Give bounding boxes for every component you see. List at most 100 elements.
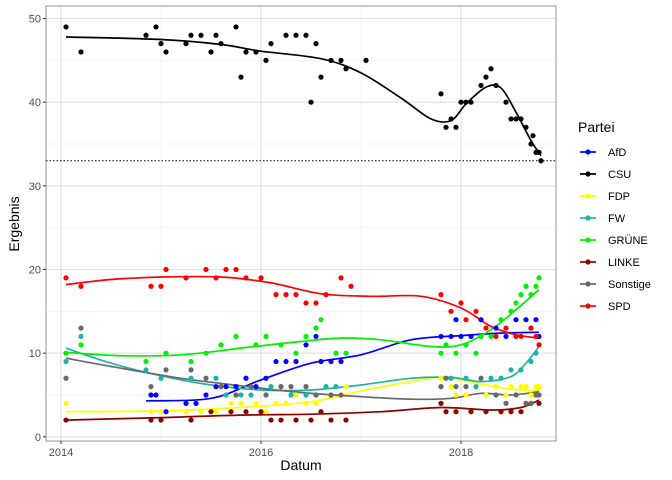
point-fdp xyxy=(293,392,299,398)
point-sonstige xyxy=(493,392,499,398)
point-spd xyxy=(493,333,499,340)
point-linke xyxy=(318,409,324,415)
point-linke xyxy=(536,400,542,406)
point-afd xyxy=(513,317,519,323)
point-afd xyxy=(213,384,219,390)
point-csu xyxy=(218,41,224,47)
y-axis-title: Ergebnis xyxy=(6,196,22,251)
point-csu xyxy=(493,82,499,89)
point-fdp xyxy=(483,392,489,398)
point-fdp xyxy=(518,384,524,390)
point-linke xyxy=(148,417,154,423)
point-fw xyxy=(268,384,274,390)
point-csu xyxy=(443,124,449,130)
point-afd xyxy=(533,317,539,323)
point-fw xyxy=(508,367,514,373)
point-spd xyxy=(63,275,69,281)
point-fw xyxy=(213,375,219,381)
point-fdp xyxy=(213,409,219,415)
point-csu xyxy=(233,24,239,30)
point-afd xyxy=(253,384,259,390)
point-fw xyxy=(333,384,339,390)
point-fdp xyxy=(523,384,529,390)
point-afd xyxy=(163,409,169,415)
point-csu xyxy=(253,49,259,55)
point-spd xyxy=(313,300,319,306)
point-sonstige xyxy=(148,384,154,390)
point-afd xyxy=(203,392,209,398)
point-spd xyxy=(448,308,454,314)
point-gruene xyxy=(218,342,224,348)
point-linke xyxy=(438,400,444,406)
point-gruene xyxy=(253,342,259,348)
point-fdp xyxy=(238,400,244,406)
point-afd xyxy=(243,375,249,381)
point-spd xyxy=(438,292,444,298)
point-linke xyxy=(293,417,299,423)
point-afd xyxy=(283,358,289,365)
point-linke xyxy=(243,409,249,415)
point-gruene xyxy=(523,283,529,289)
point-sonstige xyxy=(453,384,459,390)
point-spd xyxy=(483,325,489,331)
point-csu xyxy=(448,116,454,122)
legend-key-point-fw xyxy=(585,215,591,221)
point-spd xyxy=(473,308,479,314)
point-sonstige xyxy=(218,384,224,390)
y-tick-label: 40 xyxy=(29,97,41,109)
point-fdp xyxy=(273,400,279,406)
point-fw xyxy=(323,384,329,390)
y-tick-label: 50 xyxy=(29,14,41,26)
point-sonstige xyxy=(503,400,509,406)
point-fw xyxy=(248,392,254,398)
point-spd xyxy=(273,292,279,298)
point-linke xyxy=(453,409,459,415)
point-gruene xyxy=(438,350,444,356)
point-spd xyxy=(293,292,299,298)
point-fdp xyxy=(198,409,204,415)
point-gruene xyxy=(513,300,519,306)
point-sonstige xyxy=(63,375,69,381)
x-tick-label: 2016 xyxy=(249,447,273,459)
point-gruene xyxy=(303,333,309,340)
point-fdp xyxy=(438,375,444,381)
point-fw xyxy=(498,375,504,381)
point-fw xyxy=(518,367,524,373)
point-spd xyxy=(503,325,509,331)
trend-line-linke xyxy=(65,399,540,421)
point-fw xyxy=(448,375,454,381)
point-gruene xyxy=(343,350,349,356)
point-gruene xyxy=(188,358,194,365)
point-gruene xyxy=(528,292,534,298)
x-axis-title: Datum xyxy=(280,457,321,473)
point-linke xyxy=(508,409,514,415)
point-afd xyxy=(523,317,529,323)
point-afd xyxy=(458,333,464,340)
point-csu xyxy=(153,24,159,30)
point-linke xyxy=(518,409,524,415)
point-fdp xyxy=(343,384,349,390)
point-csu xyxy=(243,49,249,55)
point-csu xyxy=(263,57,269,63)
point-spd xyxy=(223,266,229,273)
point-sonstige xyxy=(203,375,209,381)
point-gruene xyxy=(278,342,284,348)
point-gruene xyxy=(453,350,459,356)
point-sonstige xyxy=(288,384,294,390)
point-spd xyxy=(183,275,189,281)
point-sonstige xyxy=(313,392,319,398)
point-spd xyxy=(233,266,239,273)
point-spd xyxy=(338,275,344,281)
point-fw xyxy=(303,392,309,398)
point-csu xyxy=(523,124,529,130)
point-csu xyxy=(528,141,534,147)
legend-label-fdp: FDP xyxy=(608,191,630,203)
x-tick-label: 2014 xyxy=(49,447,73,459)
point-fdp xyxy=(148,409,154,415)
point-afd xyxy=(503,333,509,340)
point-linke xyxy=(278,417,284,423)
point-afd xyxy=(193,400,199,406)
point-csu xyxy=(488,66,494,72)
point-fdp xyxy=(463,392,469,398)
